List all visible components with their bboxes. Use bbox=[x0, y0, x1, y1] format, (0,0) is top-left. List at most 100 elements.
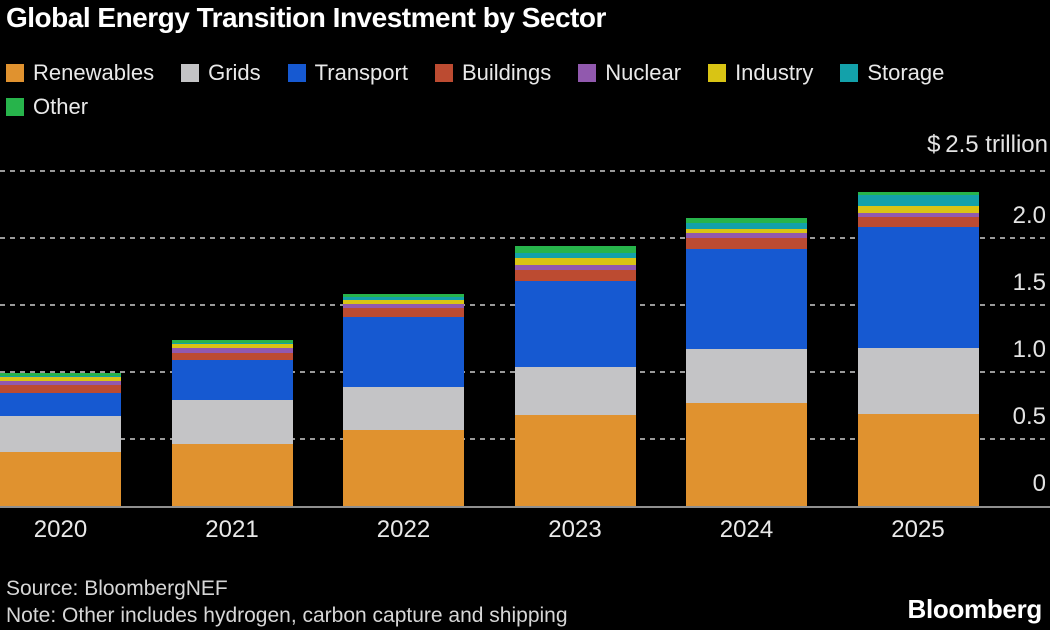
legend-label-storage: Storage bbox=[867, 60, 945, 85]
y-tick-1.5: 1.5 bbox=[1012, 269, 1046, 296]
bar-segment-2025-grids bbox=[857, 347, 979, 414]
bar-segment-2020-renewables bbox=[0, 452, 121, 506]
bar-segment-2022-storage bbox=[343, 297, 464, 300]
bar-segment-2023-transport bbox=[514, 280, 636, 367]
bar-segment-2020-nuclear bbox=[0, 381, 121, 386]
bar-segment-2023-industry bbox=[514, 258, 636, 265]
bar-segment-2020-transport bbox=[0, 393, 121, 417]
legend-label-industry: Industry bbox=[735, 60, 814, 85]
bar-segment-2022-other bbox=[343, 294, 464, 297]
legend-label-transport: Transport bbox=[314, 60, 408, 85]
bar-segment-2024-industry bbox=[686, 228, 807, 233]
legend-label-nuclear: Nuclear bbox=[605, 60, 682, 85]
bar-2025 bbox=[857, 192, 979, 506]
legend-item-industry: Industry bbox=[708, 60, 813, 86]
legend-swatch-storage bbox=[840, 64, 859, 82]
y-tick-0: 0 bbox=[1032, 470, 1046, 497]
y-axis-max-label: $ 2.5 trillion bbox=[927, 131, 1048, 158]
legend-label-buildings: Buildings bbox=[461, 60, 552, 85]
x-axis-line bbox=[0, 506, 1050, 508]
bar-segment-2021-storage bbox=[171, 342, 293, 344]
bar-segment-2020-industry bbox=[0, 377, 121, 382]
bar-segment-2025-storage bbox=[857, 195, 979, 206]
legend-swatch-other bbox=[6, 98, 24, 116]
legend-swatch-transport bbox=[287, 64, 306, 82]
bar-segment-2025-buildings bbox=[857, 216, 979, 228]
bar-segment-2022-renewables bbox=[343, 429, 464, 506]
bar-segment-2024-other bbox=[686, 217, 807, 224]
bar-segment-2022-industry bbox=[343, 299, 464, 304]
legend-swatch-nuclear bbox=[578, 64, 597, 82]
legend-item-nuclear: Nuclear bbox=[578, 60, 681, 86]
legend-item-grids: Grids bbox=[181, 60, 261, 86]
bar-segment-2023-grids bbox=[514, 366, 636, 415]
x-tick-2020: 2020 bbox=[33, 516, 88, 543]
x-tick-2024: 2024 bbox=[719, 516, 774, 543]
legend-item-storage: Storage bbox=[840, 60, 944, 86]
legend-swatch-renewables bbox=[6, 64, 24, 82]
source-text: Source: BloombergNEF bbox=[6, 577, 228, 600]
bar-segment-2023-renewables bbox=[514, 414, 636, 506]
bar-segment-2025-nuclear bbox=[857, 212, 979, 217]
gridline-2 bbox=[0, 237, 1050, 239]
bloomberg-logo: Bloomberg bbox=[907, 594, 1042, 624]
bar-2021 bbox=[171, 339, 293, 506]
legend-swatch-buildings bbox=[434, 64, 453, 82]
bar-segment-2025-industry bbox=[857, 205, 979, 213]
y-tick-1.0: 1.0 bbox=[1012, 336, 1046, 363]
bar-segment-2025-transport bbox=[857, 227, 979, 348]
bar-segment-2020-buildings bbox=[0, 385, 121, 394]
bar-segment-2020-other bbox=[0, 373, 121, 377]
bar-segment-2025-renewables bbox=[857, 413, 979, 506]
legend-swatch-grids bbox=[181, 64, 200, 82]
bar-segment-2023-nuclear bbox=[514, 264, 636, 271]
legend-item-other: Other bbox=[6, 94, 88, 120]
bar-segment-2024-grids bbox=[686, 349, 807, 403]
bar-segment-2024-nuclear bbox=[686, 232, 807, 239]
legend: Renewables Grids Transport Buildings Nuclear… bbox=[6, 60, 1046, 120]
bar-segment-2022-buildings bbox=[343, 307, 464, 318]
bar-segment-2021-nuclear bbox=[171, 347, 293, 354]
bar-2024 bbox=[686, 217, 807, 506]
bar-2023 bbox=[514, 246, 636, 506]
legend-item-buildings: Buildings bbox=[434, 60, 552, 86]
y-tick-2.0: 2.0 bbox=[1012, 202, 1046, 229]
bar-segment-2024-renewables bbox=[686, 402, 807, 506]
bar-2022 bbox=[343, 294, 464, 506]
x-tick-2025: 2025 bbox=[891, 516, 945, 543]
bar-segment-2024-buildings bbox=[686, 238, 807, 249]
bar-segment-2020-grids bbox=[0, 416, 121, 453]
bar-segment-2021-industry bbox=[171, 343, 293, 348]
x-tick-2022: 2022 bbox=[376, 516, 431, 543]
bar-segment-2020-storage bbox=[0, 376, 121, 378]
legend-item-transport: Transport bbox=[287, 60, 408, 86]
legend-label-renewables: Renewables bbox=[33, 60, 155, 85]
bar-segment-2021-buildings bbox=[171, 353, 293, 360]
bar-segment-2022-grids bbox=[343, 386, 464, 430]
chart-title: Global Energy Transition Investment by S… bbox=[6, 2, 606, 33]
bar-segment-2024-transport bbox=[686, 248, 807, 350]
bar-segment-2023-other bbox=[514, 246, 636, 253]
bar-segment-2021-other bbox=[171, 339, 293, 343]
bar-segment-2021-renewables bbox=[171, 444, 293, 506]
note-text: Note: Other includes hydrogen, carbon ca… bbox=[6, 604, 568, 627]
x-tick-2023: 2023 bbox=[548, 516, 602, 543]
bar-segment-2021-transport bbox=[171, 359, 293, 401]
bar-segment-2024-storage bbox=[686, 223, 807, 229]
gridline-2.5 bbox=[0, 170, 1050, 172]
bar-segment-2022-nuclear bbox=[343, 303, 464, 308]
x-tick-2021: 2021 bbox=[205, 516, 259, 543]
bar-segment-2025-other bbox=[857, 192, 979, 196]
legend-label-grids: Grids bbox=[208, 60, 261, 85]
bar-segment-2021-grids bbox=[171, 400, 293, 445]
legend-label-other: Other bbox=[33, 94, 89, 119]
y-tick-0.5: 0.5 bbox=[1012, 403, 1046, 430]
bar-segment-2023-buildings bbox=[514, 270, 636, 281]
bar-segment-2023-storage bbox=[514, 252, 636, 259]
bar-segment-2022-transport bbox=[343, 317, 464, 387]
legend-swatch-industry bbox=[708, 64, 727, 82]
legend-item-renewables: Renewables bbox=[6, 60, 154, 86]
bar-2020 bbox=[0, 373, 121, 506]
